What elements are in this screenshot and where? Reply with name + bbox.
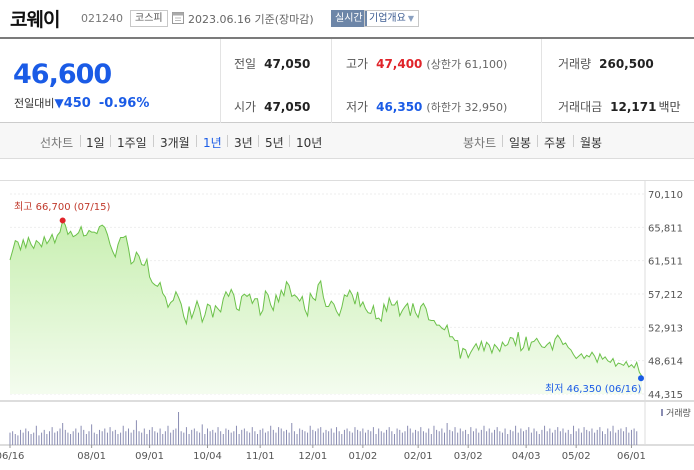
tab-10y[interactable]: 10년 xyxy=(296,136,323,150)
x-tick-label: 06/01 xyxy=(617,451,646,462)
price-chart[interactable]: 70,110 65,811 61,511 57,212 52,913 48,614 44,3… xyxy=(0,180,694,462)
divider xyxy=(110,135,111,147)
quote-panel: 46,600 전일대비▼450 -0.96% 전일 47,050 시가 47,050 … xyxy=(0,37,694,124)
open-cell: 시가 47,050 xyxy=(234,98,310,115)
volume-bars: 거래량 xyxy=(9,407,691,445)
current-price: 46,600 xyxy=(13,59,112,90)
x-tick-label: 01/02 xyxy=(348,451,377,462)
stock-code: 021240 xyxy=(81,12,123,25)
x-tick-label: 02/01 xyxy=(404,451,433,462)
high-marker xyxy=(59,217,66,224)
tab-1w[interactable]: 1주일 xyxy=(117,136,147,150)
line-chart-label: 선차트 xyxy=(40,136,74,150)
amount-label: 거래대금 xyxy=(558,100,603,114)
volume-cell: 거래량 260,500 xyxy=(558,55,654,72)
x-tick-label: 05/02 xyxy=(562,451,591,462)
divider xyxy=(220,39,221,124)
chevron-down-icon: ▼ xyxy=(407,14,414,23)
change-percent: -0.96% xyxy=(98,96,150,111)
divider xyxy=(196,135,197,147)
market-badge: 코스피 xyxy=(130,10,168,27)
change-label: 전일대비 xyxy=(14,97,55,110)
tab-1y[interactable]: 1년 xyxy=(203,136,222,150)
stock-header: 코웨이 021240 코스피 2023.06.16 기준(장마감) 실시간 기업… xyxy=(0,0,694,37)
y-tick-label: 65,811 xyxy=(648,223,683,234)
y-tick-label: 44,315 xyxy=(648,390,683,401)
open-label: 시가 xyxy=(234,100,257,114)
open-value: 47,050 xyxy=(264,100,311,114)
divider xyxy=(331,39,332,124)
high-low-markers: 최고 66,700 (07/15) 최저 46,350 (06/16) xyxy=(14,201,644,395)
calendar-icon xyxy=(172,12,184,24)
x-tick-label: 08/01 xyxy=(77,451,106,462)
tab-weekly[interactable]: 주봉 xyxy=(544,136,567,150)
volume-label: 거래량 xyxy=(558,57,592,71)
change-value: 450 xyxy=(63,96,91,111)
prev-close-value: 47,050 xyxy=(264,57,311,71)
x-tick-label: 03/02 xyxy=(454,451,483,462)
prev-close-cell: 전일 47,050 xyxy=(234,55,310,72)
x-axis: 06/16 08/01 09/01 10/04 11/01 12/01 01/02 02/01… xyxy=(0,445,646,462)
tab-3y[interactable]: 3년 xyxy=(234,136,253,150)
company-info-dropdown[interactable]: 기업개요 ▼ xyxy=(364,10,419,27)
candle-chart-label: 봉차트 xyxy=(463,136,497,150)
volume-value: 260,500 xyxy=(599,57,654,71)
tab-3m[interactable]: 3개월 xyxy=(160,136,190,150)
low-marker xyxy=(638,375,644,382)
divider xyxy=(153,135,154,147)
company-info-label: 기업개요 xyxy=(369,13,406,24)
tab-monthly[interactable]: 월봉 xyxy=(580,136,603,150)
y-tick-label: 70,110 xyxy=(648,190,683,201)
divider xyxy=(541,39,542,124)
low-label: 저가 xyxy=(346,100,369,114)
amount-cell: 거래대금 12,171 백만 xyxy=(558,98,681,115)
low-label: 최저 46,350 (06/16) xyxy=(545,383,641,395)
low-cell: 저가 46,350 (하한가 32,950) xyxy=(346,98,507,115)
price-change: 전일대비▼450 -0.96% xyxy=(14,95,149,111)
amount-unit: 백만 xyxy=(658,100,681,114)
tab-5y[interactable]: 5년 xyxy=(265,136,284,150)
divider xyxy=(227,135,228,147)
divider xyxy=(258,135,259,147)
amount-value: 12,171 xyxy=(610,100,657,114)
y-tick-label: 48,614 xyxy=(648,357,683,368)
divider xyxy=(289,135,290,147)
prev-close-label: 전일 xyxy=(234,57,257,71)
divider xyxy=(573,135,574,147)
chart-period-tabs: 선차트 1일 1주일 3개월 1년 3년 5년 10년 봉차트 일봉 주봉 월봉 xyxy=(0,123,694,159)
high-label: 최고 66,700 (07/15) xyxy=(14,201,110,213)
y-tick-label: 57,212 xyxy=(648,290,683,301)
divider xyxy=(80,135,81,147)
x-tick-label: 11/01 xyxy=(246,451,275,462)
tab-1d[interactable]: 1일 xyxy=(86,136,105,150)
x-tick-label: 10/04 xyxy=(193,451,222,462)
x-tick-label: 09/01 xyxy=(135,451,164,462)
divider xyxy=(537,135,538,147)
lower-limit: (하한가 32,950) xyxy=(426,101,508,114)
divider xyxy=(502,135,503,147)
upper-limit: (상한가 61,100) xyxy=(426,58,508,71)
price-area xyxy=(10,220,642,394)
tab-daily[interactable]: 일봉 xyxy=(509,136,532,150)
stock-name: 코웨이 xyxy=(10,9,60,31)
high-value: 47,400 xyxy=(376,57,423,71)
volume-legend-label: 거래량 xyxy=(666,407,691,419)
y-tick-label: 61,511 xyxy=(648,257,683,268)
base-date: 2023.06.16 기준(장마감) xyxy=(188,13,314,26)
high-cell: 고가 47,400 (상한가 61,100) xyxy=(346,55,507,72)
x-tick-label: 06/16 xyxy=(0,451,24,462)
y-axis: 70,110 65,811 61,511 57,212 52,913 48,614 44,3… xyxy=(648,190,683,401)
volume-legend-icon xyxy=(661,409,663,416)
price-line xyxy=(9,219,643,377)
low-value: 46,350 xyxy=(376,100,423,114)
realtime-button[interactable]: 실시간 xyxy=(331,10,367,27)
down-triangle-icon: ▼ xyxy=(54,96,64,110)
x-tick-label: 12/01 xyxy=(298,451,327,462)
x-tick-label: 04/03 xyxy=(512,451,541,462)
y-tick-label: 52,913 xyxy=(648,323,683,334)
high-label: 고가 xyxy=(346,57,369,71)
